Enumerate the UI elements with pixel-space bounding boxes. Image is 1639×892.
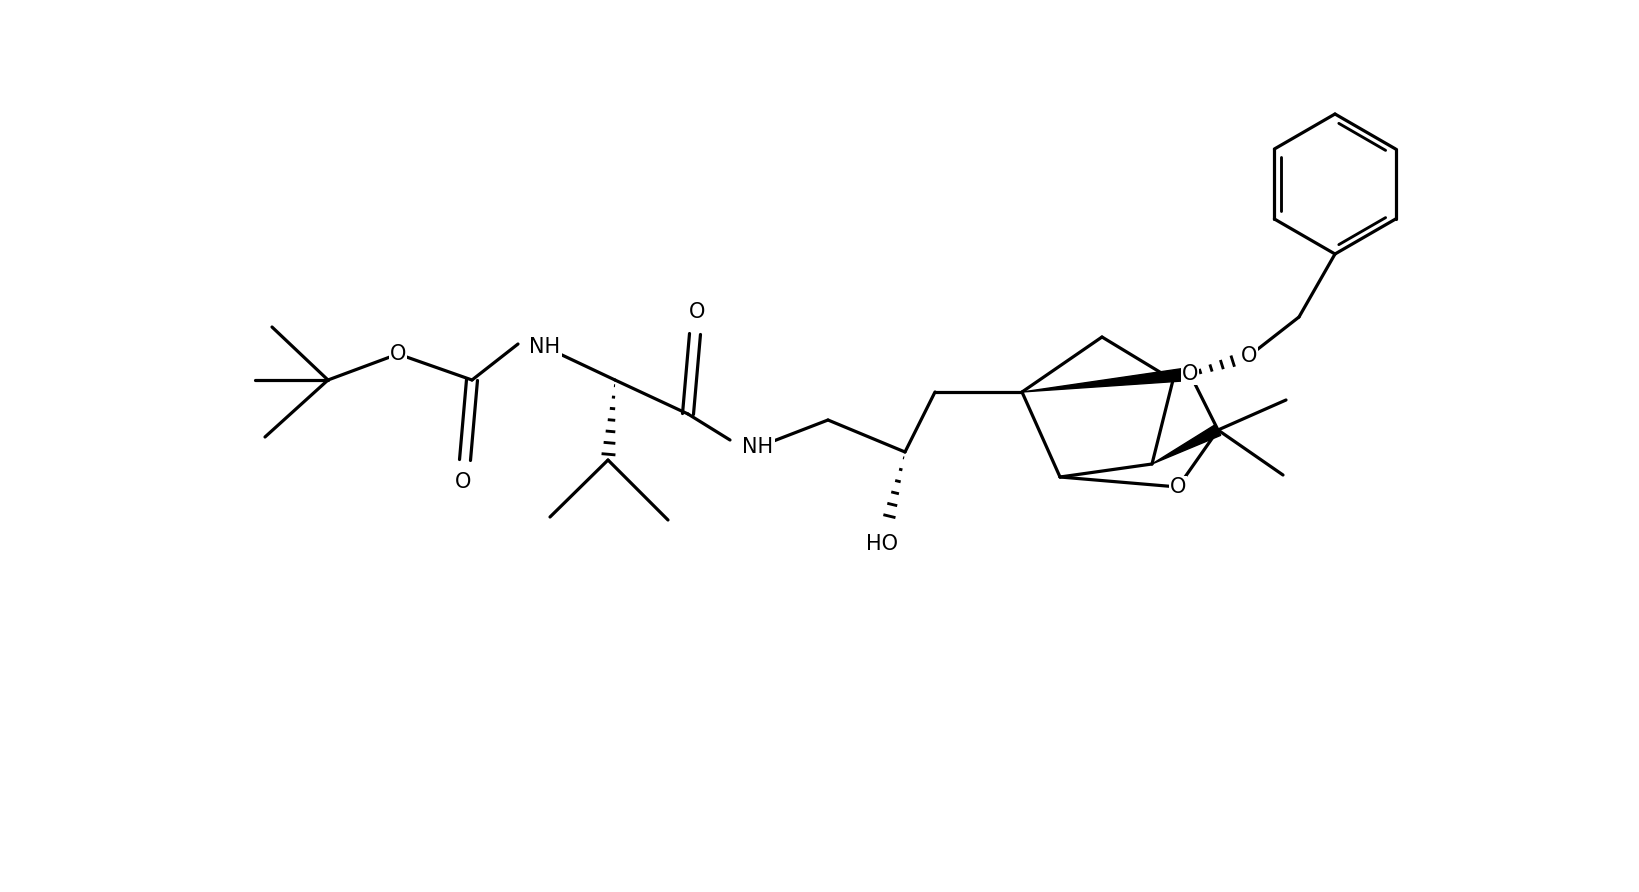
- Text: O: O: [688, 302, 705, 322]
- Text: NH: NH: [742, 437, 774, 457]
- Text: O: O: [390, 344, 406, 364]
- Polygon shape: [1152, 425, 1221, 464]
- Text: NH: NH: [529, 337, 561, 357]
- Text: O: O: [1241, 346, 1257, 366]
- Text: O: O: [1170, 477, 1187, 497]
- Text: O: O: [454, 472, 470, 492]
- Text: HO: HO: [865, 534, 898, 554]
- Text: O: O: [1182, 364, 1198, 384]
- Polygon shape: [1023, 368, 1190, 392]
